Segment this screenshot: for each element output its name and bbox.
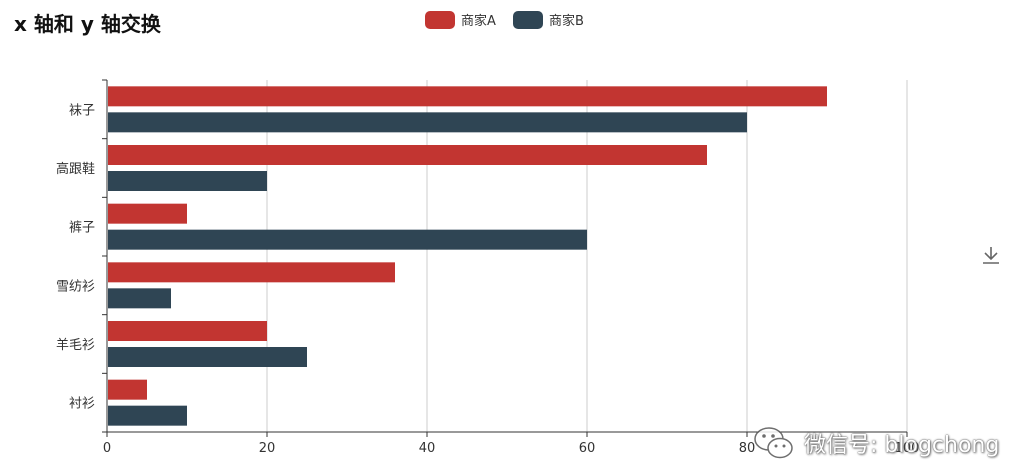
bars-layer (108, 86, 827, 426)
watermark: 微信号: blogchong (752, 422, 999, 464)
wechat-icon (754, 427, 793, 459)
x-tick-label: 20 (259, 441, 276, 456)
y-category-label: 衬衫 (69, 397, 95, 412)
download-icon[interactable] (980, 244, 1002, 266)
legend-item[interactable]: 商家A (425, 11, 496, 29)
bar-series-a[interactable] (108, 86, 827, 107)
chart-title: x 轴和 y 轴交换 (14, 12, 161, 36)
bar-series-a[interactable] (108, 321, 267, 341)
y-category-label: 羊毛衫 (56, 337, 95, 353)
y-category-label: 袜子 (69, 103, 95, 118)
x-tick-label: 0 (103, 441, 111, 456)
grid-layer (266, 80, 908, 432)
y-category-label: 高跟鞋 (56, 161, 95, 177)
bar-series-b[interactable] (108, 112, 747, 133)
x-tick-label: 80 (739, 441, 756, 456)
legend[interactable]: 商家A 商家B (425, 11, 584, 29)
bar-series-a[interactable] (108, 145, 707, 165)
bar-series-a[interactable] (108, 379, 147, 400)
legend-swatch (513, 11, 543, 29)
x-tick-label: 100 (895, 441, 920, 456)
bar-series-b[interactable] (108, 288, 171, 309)
y-category-label: 裤子 (69, 221, 95, 236)
bar-series-b[interactable] (108, 229, 587, 250)
legend-swatch (425, 11, 455, 29)
bar-series-a[interactable] (108, 262, 395, 283)
legend-item[interactable]: 商家B (513, 11, 584, 29)
bar-series-b[interactable] (108, 347, 307, 367)
watermark-text: 微信号: blogchong (804, 433, 1000, 458)
x-tick-label: 60 (579, 441, 596, 456)
y-category-label: 雪纺衫 (56, 279, 95, 294)
bar-series-a[interactable] (108, 203, 187, 224)
x-tick-label: 40 (419, 441, 436, 456)
legend-label: 商家A (461, 13, 496, 29)
bar-series-b[interactable] (108, 405, 187, 426)
bar-series-b[interactable] (108, 171, 267, 191)
legend-label: 商家B (549, 13, 584, 29)
